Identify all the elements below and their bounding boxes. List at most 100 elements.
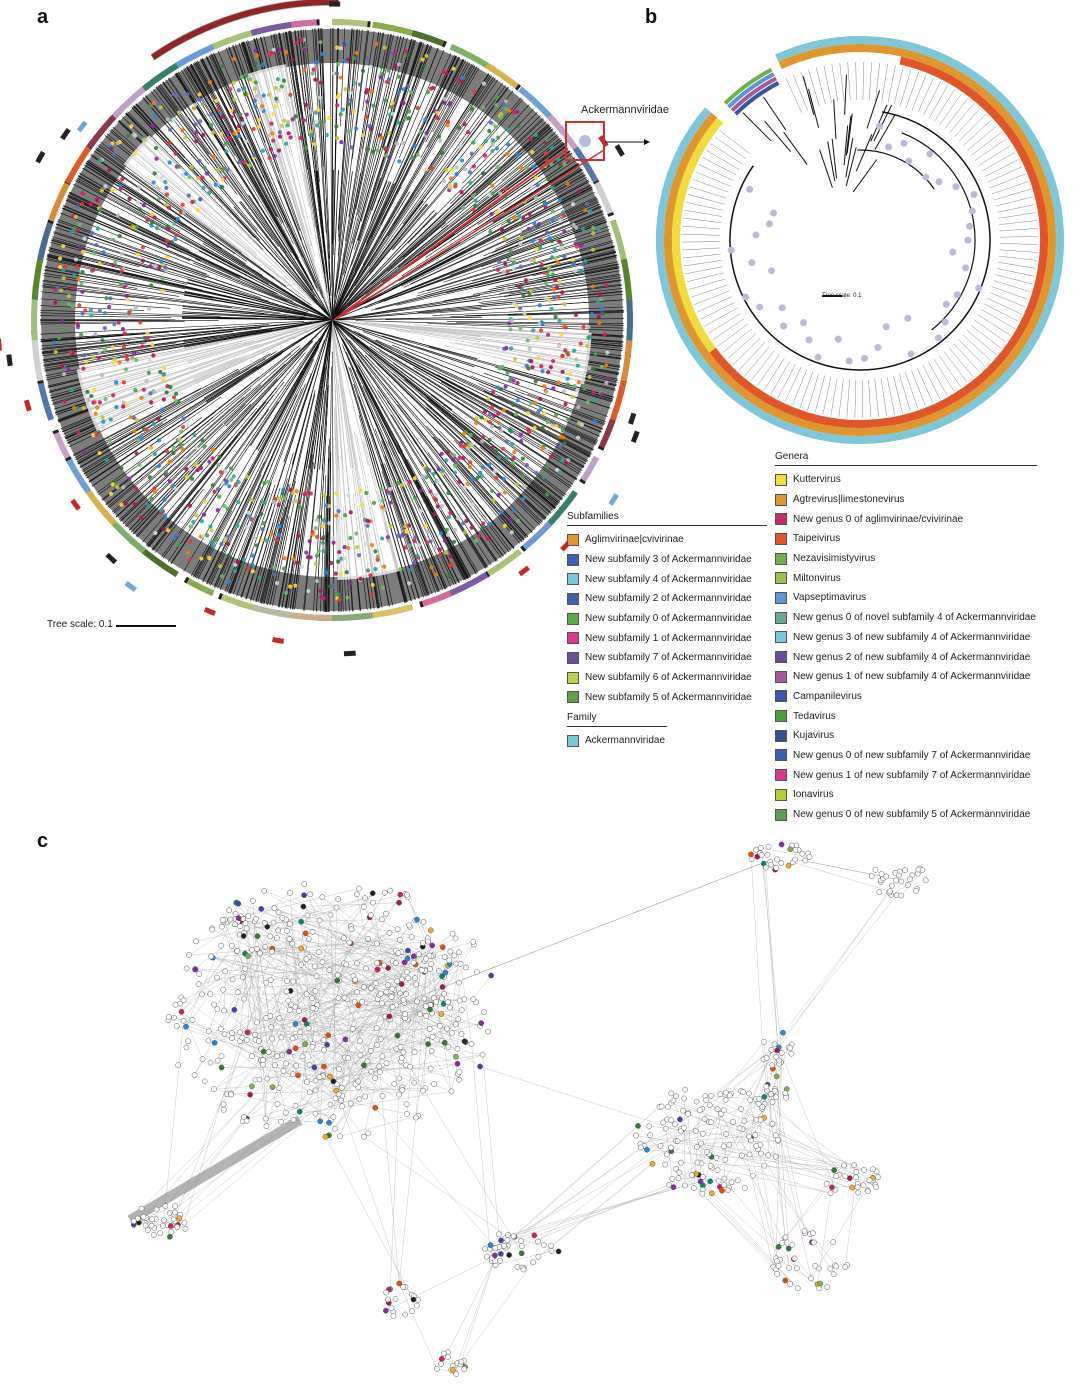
network-node <box>394 926 401 933</box>
leaf-dot <box>153 263 158 269</box>
network-node <box>372 1075 379 1081</box>
leaf-dot <box>144 378 149 384</box>
leaf-dot <box>412 535 418 540</box>
network-node <box>678 1159 684 1166</box>
network-node <box>520 1266 527 1273</box>
leaf-dot <box>132 151 138 156</box>
leaf-label-line <box>855 62 857 101</box>
network-node <box>461 1038 468 1045</box>
tree-b-node <box>904 314 912 322</box>
leaf-dot <box>171 450 176 456</box>
leaf-label-line <box>893 375 903 413</box>
leaf-label-line <box>814 375 826 413</box>
leaf-dot <box>521 216 526 221</box>
leaf-dot <box>396 62 402 67</box>
leaf-label-line <box>881 64 888 102</box>
network-node <box>251 1031 258 1038</box>
network-node <box>373 1025 380 1032</box>
tree-branch <box>331 224 449 321</box>
leaf-dot <box>527 211 532 217</box>
network-node <box>722 1096 729 1103</box>
leaf-dot <box>66 294 72 299</box>
leaf-dot <box>147 445 153 451</box>
leaf-dot <box>335 62 341 67</box>
network-node <box>354 891 360 898</box>
leaf-dot <box>545 419 550 424</box>
leaf-dot <box>486 396 491 402</box>
network-edge <box>409 859 771 1001</box>
leaf-dot <box>506 218 511 224</box>
leaf-dot <box>185 550 191 555</box>
network-node <box>531 1232 538 1239</box>
network-node <box>382 910 389 917</box>
network-node <box>327 1073 333 1080</box>
network-node <box>888 882 895 889</box>
network-node <box>268 1024 274 1031</box>
leaf-dot <box>221 166 227 171</box>
network-node <box>778 860 785 866</box>
network-node <box>391 1080 398 1087</box>
leaf-label-line <box>989 292 1026 308</box>
leaf-dot <box>314 119 320 124</box>
leaf-label-line <box>868 379 872 418</box>
network-node <box>452 1021 459 1028</box>
leaf-dot <box>557 239 562 244</box>
leaf-dot <box>533 247 538 252</box>
tree-branch <box>394 187 593 289</box>
tree-b-node <box>748 259 756 267</box>
leaf-dot <box>518 165 524 170</box>
network-node <box>518 1243 525 1249</box>
network-node <box>757 1117 764 1123</box>
leaf-dot <box>146 370 151 376</box>
network-node <box>173 1023 180 1029</box>
tree-branch <box>376 362 542 524</box>
network-node <box>229 1030 235 1037</box>
network-node <box>410 959 417 966</box>
network-node <box>887 888 893 895</box>
network-edge <box>211 956 313 1009</box>
leaf-dot <box>176 110 182 115</box>
legend-swatch <box>775 493 787 506</box>
legend-item: New subfamily 1 of Ackermannviridae <box>567 628 767 648</box>
network-edge <box>320 1019 408 1122</box>
legend-swatch <box>567 553 579 566</box>
network-edge <box>239 893 373 1033</box>
leaf-dot <box>217 494 222 499</box>
network-node <box>249 897 256 904</box>
network-node <box>142 1222 149 1229</box>
leaf-dot <box>175 93 180 98</box>
network-node <box>774 1136 781 1143</box>
tree-b-branch <box>808 88 820 128</box>
leaf-dot <box>167 160 172 165</box>
network-node <box>397 891 404 898</box>
network-node <box>311 963 318 970</box>
leaf-label-line <box>854 379 857 418</box>
leaf-label-line <box>685 202 724 211</box>
network-edge <box>365 1096 502 1255</box>
leaf-dot <box>155 226 160 231</box>
network-edge <box>306 1054 483 1083</box>
tree-branch <box>398 354 591 456</box>
network-node <box>456 997 463 1004</box>
legend-swatch <box>775 808 787 821</box>
legend-label: New subfamily 1 of Ackermannviridae <box>585 632 752 644</box>
leaf-dot <box>199 556 204 561</box>
legend-swatch <box>567 632 579 645</box>
leaf-dot <box>507 428 512 433</box>
leaf-dot <box>496 420 502 426</box>
leaf-dot <box>314 553 320 558</box>
network-node <box>174 1224 181 1230</box>
leaf-dot <box>534 470 539 475</box>
leaf-dot <box>575 363 581 368</box>
leaf-label-line <box>981 152 1016 172</box>
leaf-dot <box>53 349 58 355</box>
network-edge <box>295 955 455 1106</box>
network-node <box>162 1203 169 1210</box>
leaf-dot <box>297 504 302 509</box>
leaf-label-line <box>861 379 864 418</box>
leaf-label-line <box>999 220 1037 225</box>
leaf-dot <box>186 193 191 198</box>
leaf-dot <box>108 491 114 496</box>
tree-branch <box>277 179 333 321</box>
network-node <box>316 917 323 924</box>
